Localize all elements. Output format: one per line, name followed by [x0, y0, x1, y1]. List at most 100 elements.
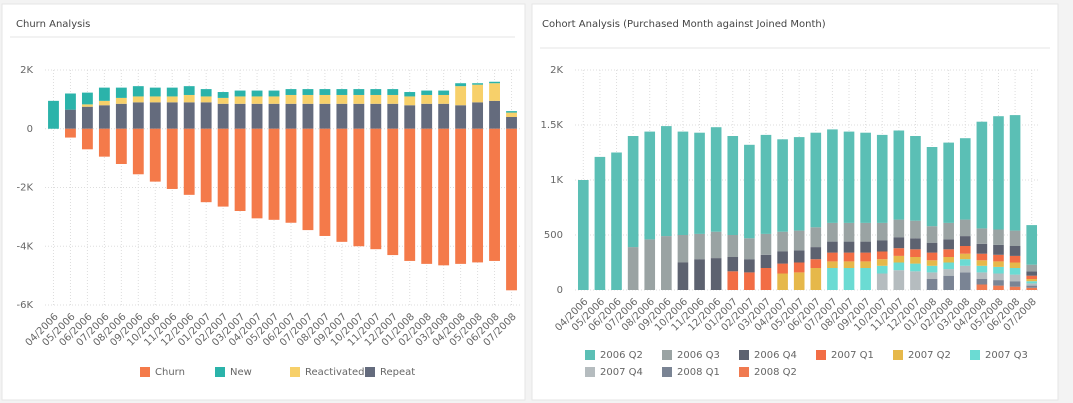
bar-segment: [506, 128, 517, 291]
bar-segment: [876, 265, 888, 274]
bar-segment: [268, 128, 280, 220]
bar-segment: [353, 103, 365, 129]
bar-segment: [115, 87, 127, 98]
bar-segment: [893, 130, 905, 220]
bar-segment: [251, 90, 263, 97]
bar-segment: [876, 273, 888, 290]
bar-segment: [710, 127, 722, 232]
bar-segment: [438, 128, 450, 266]
bar-segment: [993, 244, 1004, 255]
bar-segment: [644, 131, 656, 240]
bar-segment: [959, 236, 971, 246]
bar-segment: [1009, 268, 1021, 275]
bar-segment: [387, 128, 399, 256]
bar-segment: [744, 238, 755, 260]
bar-segment: [926, 147, 938, 227]
bar-segment: [760, 254, 772, 268]
y-tick-label: 500: [544, 230, 563, 241]
bar-segment: [727, 235, 739, 257]
bar-segment: [1009, 230, 1021, 246]
legend-label: Repeat: [380, 367, 415, 378]
bar-segment: [661, 126, 672, 237]
bar-segment: [959, 272, 971, 290]
legend-label: 2008 Q2: [754, 367, 797, 378]
bar-segment: [455, 105, 467, 129]
bar-segment: [943, 249, 954, 257]
bar-segment: [217, 97, 229, 104]
bar-segment: [48, 100, 59, 129]
bar-segment: [594, 156, 606, 290]
bar-segment: [98, 87, 110, 101]
legend-label: New: [230, 367, 252, 378]
bar-segment: [910, 238, 921, 250]
bar-segment: [319, 94, 331, 104]
bar-segment: [234, 103, 246, 129]
bar-segment: [993, 261, 1004, 267]
bar-segment: [455, 86, 467, 106]
bar-segment: [268, 90, 280, 97]
bar-segment: [860, 268, 871, 290]
bar-segment: [644, 239, 656, 290]
bar-segment: [893, 248, 905, 256]
bar-segment: [353, 94, 365, 104]
legend-label: 2007 Q4: [600, 367, 643, 378]
bar-segment: [353, 89, 365, 95]
bar-segment: [694, 259, 705, 290]
bar-segment: [98, 105, 110, 129]
bar-segment: [976, 243, 988, 254]
bar-segment: [843, 241, 855, 253]
bar-segment: [760, 268, 772, 290]
bar-segment: [760, 134, 772, 234]
bar-segment: [876, 251, 888, 260]
bar-segment: [132, 96, 144, 103]
legend-label: 2007 Q1: [831, 350, 874, 361]
legend-swatch: [290, 367, 300, 377]
bar-segment: [421, 103, 433, 129]
bar-segment: [404, 105, 416, 129]
bar-segment: [993, 280, 1004, 286]
bar-segment: [132, 102, 144, 129]
bar-segment: [132, 128, 144, 175]
bar-segment: [893, 270, 905, 290]
bar-segment: [268, 96, 280, 104]
bar-segment: [387, 89, 399, 95]
bar-segment: [993, 116, 1004, 230]
bar-segment: [910, 257, 921, 264]
bar-segment: [1009, 274, 1021, 282]
bar-segment: [370, 89, 382, 95]
bar-segment: [943, 142, 954, 223]
bar-segment: [744, 272, 755, 290]
bar-segment: [1009, 286, 1021, 290]
bar-segment: [115, 97, 127, 104]
bar-segment: [810, 132, 822, 228]
bar-segment: [943, 262, 954, 270]
bar-segment: [727, 136, 739, 235]
bar-segment: [506, 112, 517, 117]
bar-segment: [421, 128, 433, 264]
bar-segment: [132, 86, 144, 97]
bar-segment: [744, 144, 755, 239]
bar-segment: [506, 117, 517, 129]
bar-segment: [81, 106, 93, 129]
bar-segment: [893, 219, 905, 238]
bar-segment: [793, 137, 805, 231]
legend-swatch: [739, 367, 749, 377]
bar-segment: [268, 103, 280, 129]
bar-segment: [959, 259, 971, 266]
bar-segment: [810, 259, 822, 268]
bar-segment: [893, 237, 905, 249]
bar-segment: [793, 250, 805, 263]
bar-segment: [387, 103, 399, 129]
bar-segment: [200, 89, 212, 97]
legend-label: 2006 Q2: [600, 350, 643, 361]
bar-segment: [65, 128, 76, 138]
bar-segment: [1026, 285, 1038, 288]
bar-segment: [959, 219, 971, 237]
bar-segment: [976, 260, 988, 266]
legend-swatch: [365, 367, 375, 377]
bar-segment: [976, 121, 988, 229]
bar-segment: [336, 128, 348, 242]
bar-segment: [421, 94, 433, 104]
bar-segment: [285, 103, 297, 129]
bar-segment: [1009, 246, 1021, 256]
